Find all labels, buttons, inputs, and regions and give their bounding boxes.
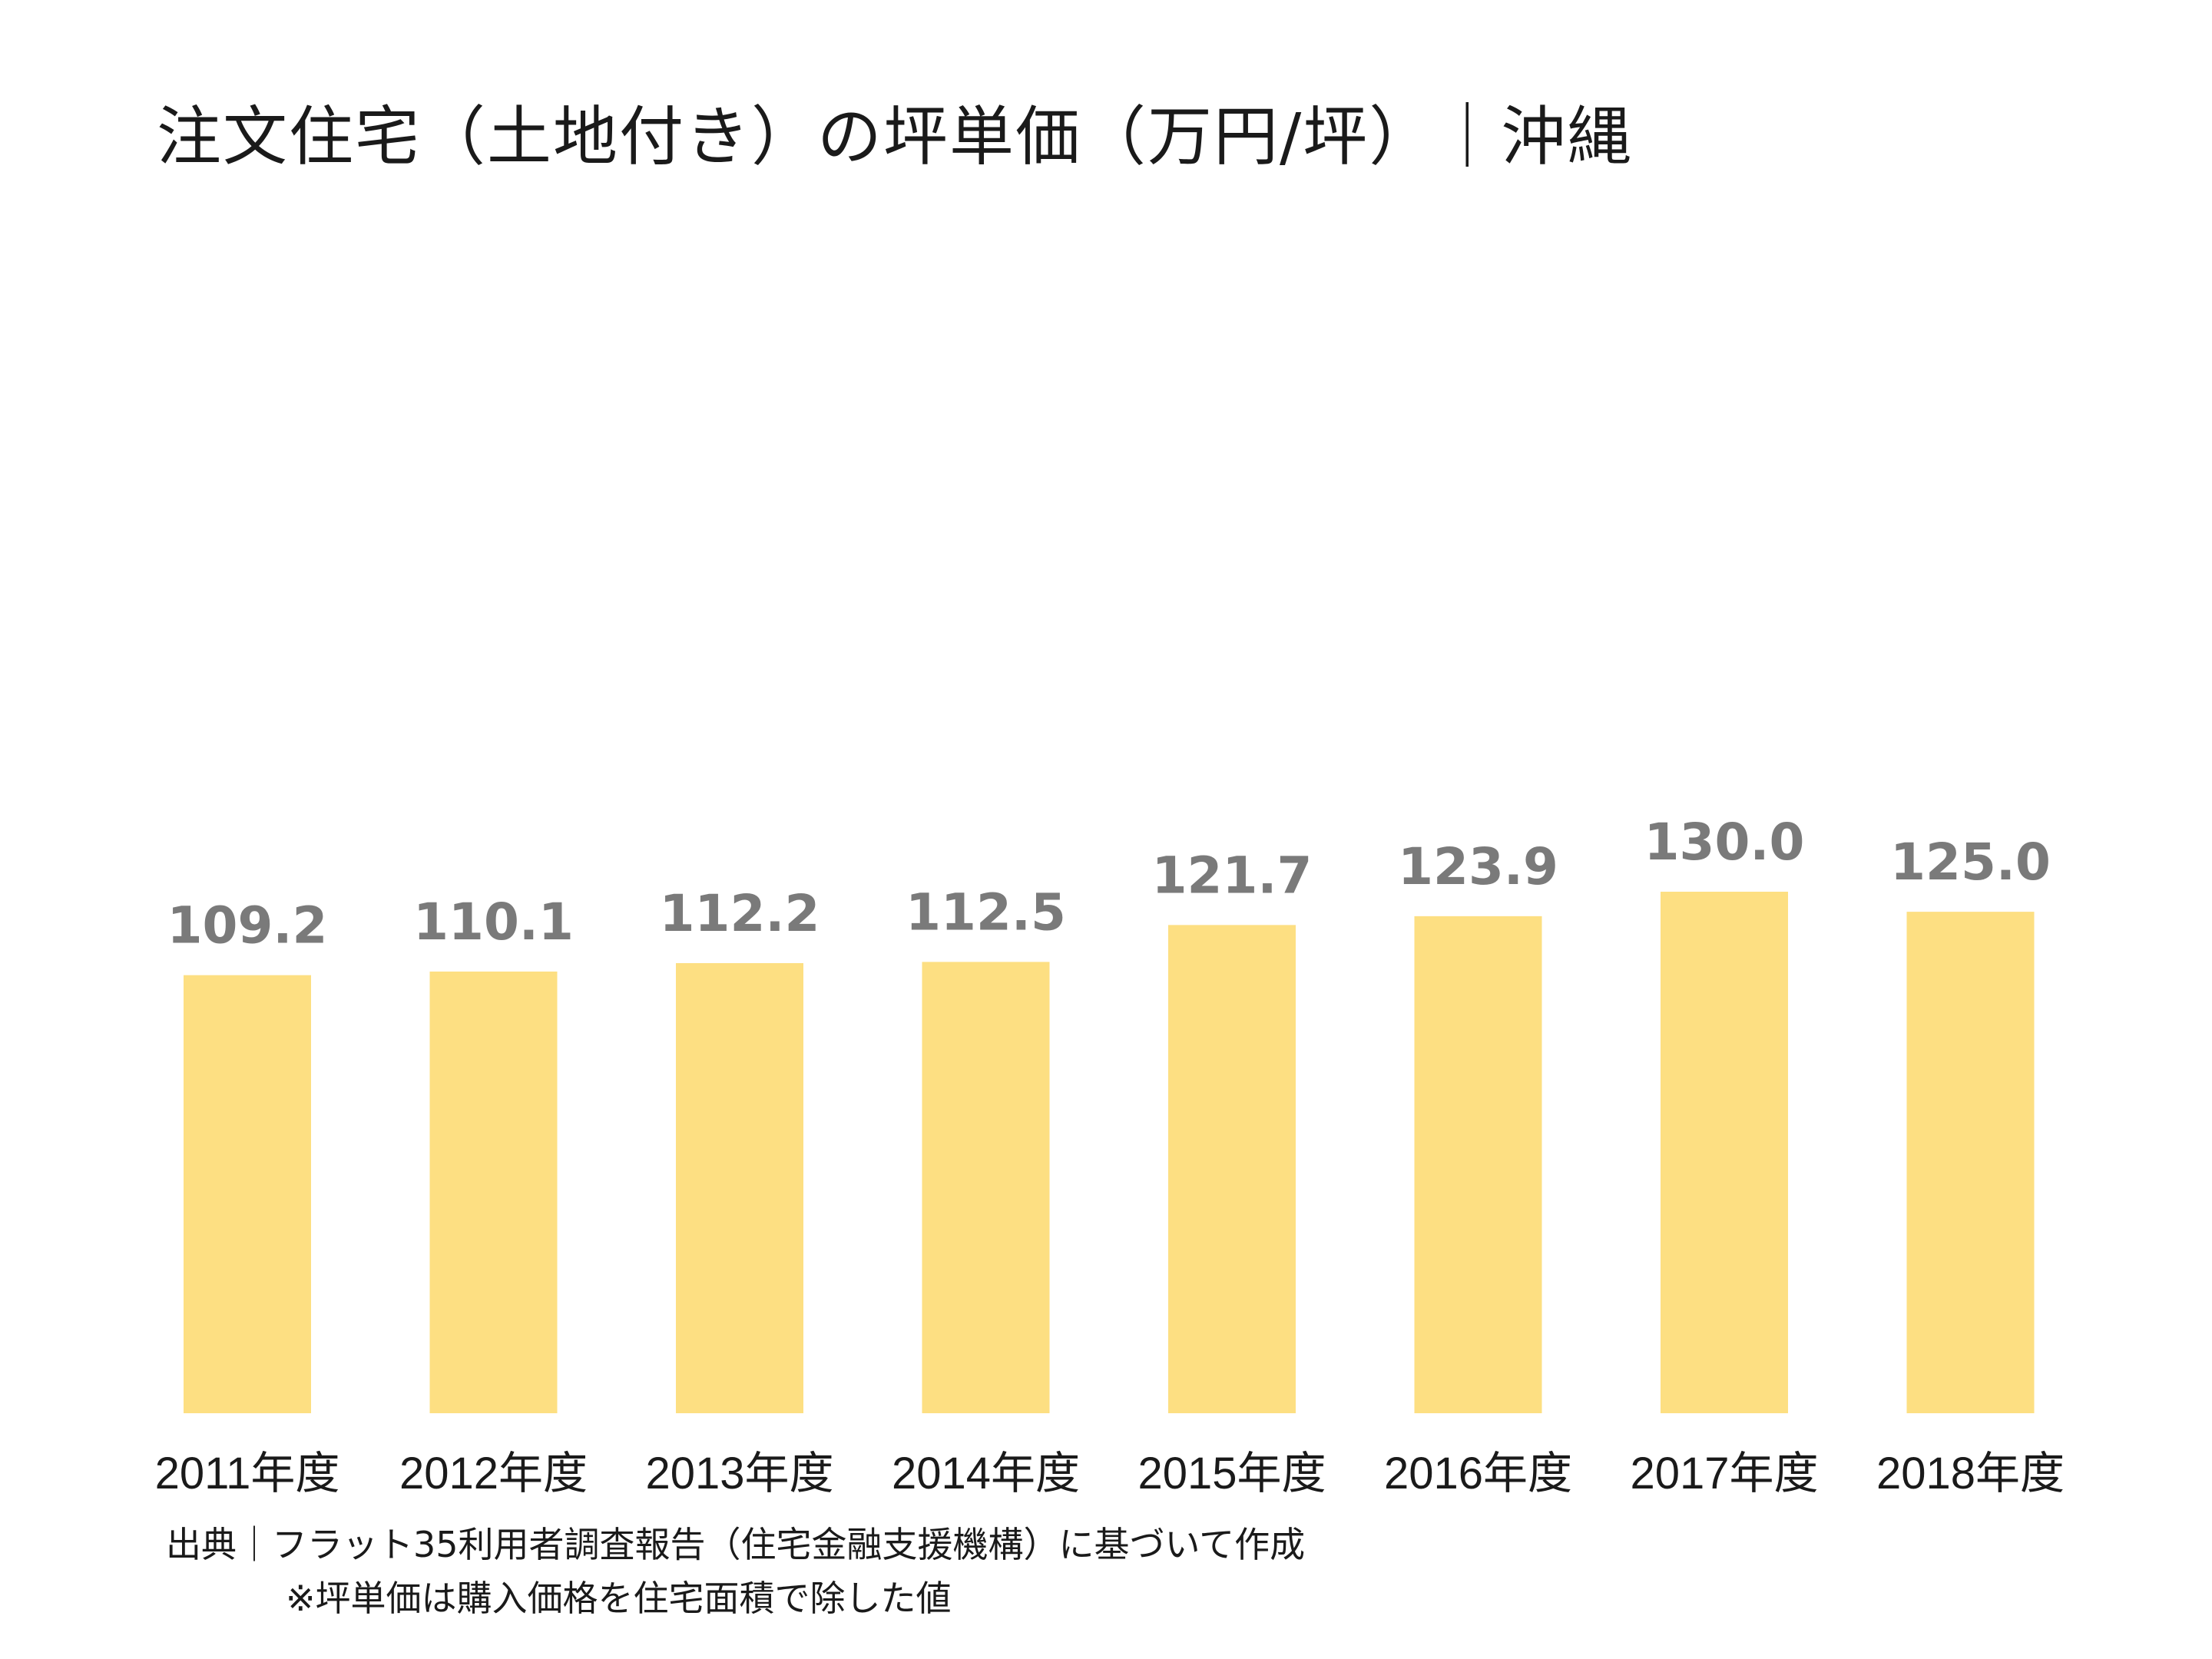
value-label: 109.2 — [167, 896, 328, 955]
bar-2015年度 — [1168, 925, 1296, 1413]
x-tick-label: 2013年度 — [645, 1449, 833, 1498]
value-label: 110.1 — [413, 892, 574, 952]
value-label: 112.5 — [906, 882, 1066, 942]
x-tick-label: 2012年度 — [399, 1449, 588, 1498]
bar-2011年度 — [184, 975, 311, 1413]
bar-2014年度 — [922, 962, 1050, 1413]
value-label: 125.0 — [1890, 833, 2051, 892]
x-tick-label: 2014年度 — [892, 1449, 1080, 1498]
value-label: 130.0 — [1644, 813, 1805, 872]
bar-2016年度 — [1414, 916, 1542, 1413]
bars-group — [184, 892, 2035, 1413]
x-axis-tick-labels: 2011年度 2012年度 2013年度 2014年度 2015年度 2016年度 2017… — [155, 1449, 2065, 1498]
x-tick-label: 2018年度 — [1876, 1449, 2065, 1498]
definition-note: ※坪単価は購入価格を住宅面積で除した値 — [286, 1578, 952, 1619]
chart-title: 注文住宅（土地付き）の坪単価（万円/坪）｜沖縄 — [157, 99, 1634, 174]
value-label: 112.2 — [660, 884, 820, 943]
value-label: 123.9 — [1398, 837, 1558, 896]
value-label: 121.7 — [1152, 846, 1313, 905]
x-tick-label: 2015年度 — [1137, 1449, 1326, 1498]
bar-2012年度 — [429, 971, 558, 1413]
x-tick-label: 2016年度 — [1384, 1449, 1572, 1498]
bar-2013年度 — [676, 962, 803, 1413]
source-note: 出典｜フラット35利用者調査報告（住宅金融支援機構）に基づいて作成 — [166, 1524, 1306, 1565]
bar-2017年度 — [1661, 892, 1788, 1413]
x-tick-label: 2011年度 — [155, 1449, 340, 1498]
value-labels-group: 109.2 110.1 112.2 112.5 121.7 123.9 130.0 125.0 — [167, 813, 2051, 955]
bar-2018年度 — [1906, 912, 2035, 1413]
x-tick-label: 2017年度 — [1630, 1449, 1818, 1498]
